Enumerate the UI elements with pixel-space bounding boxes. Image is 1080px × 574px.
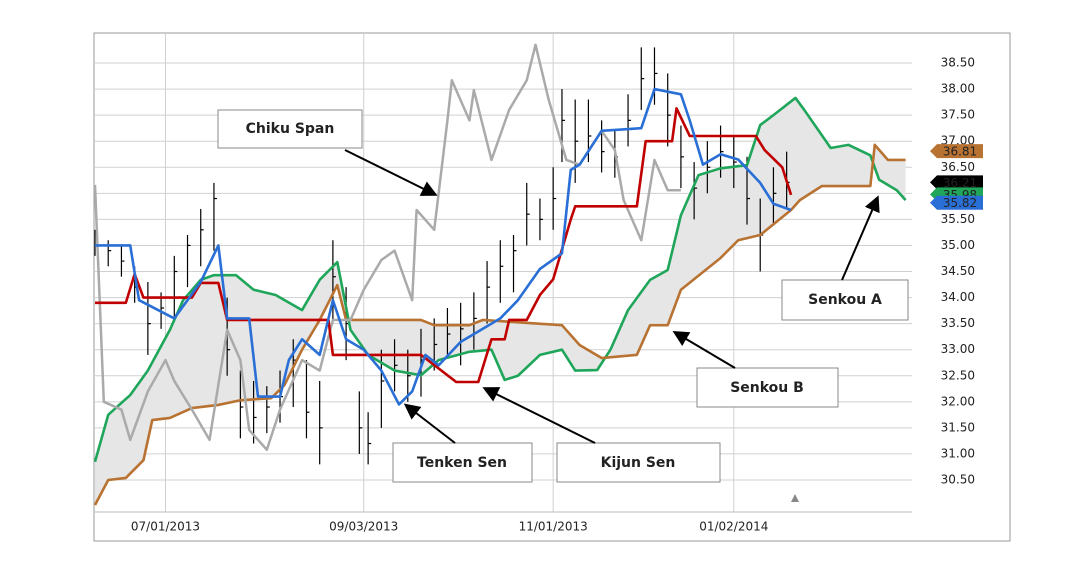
annotation-box <box>781 279 909 321</box>
annotation: Kijun Sen <box>601 455 676 471</box>
annotation-box <box>696 367 839 408</box>
x-tick-label: 09/03/2013 <box>329 520 398 534</box>
annotation-box <box>217 109 363 149</box>
value-flag-label: 36.81 <box>943 145 977 159</box>
scroll-marker <box>791 494 799 502</box>
annotation-box <box>556 442 721 483</box>
value-flag <box>930 195 983 210</box>
annotation: Senkou A <box>808 292 882 308</box>
y-tick-label: 38.00 <box>941 82 975 96</box>
cloud <box>95 97 906 506</box>
arrow <box>344 149 438 196</box>
annotations: Chiku Span Tenken Sen Kijun Sen Senkou B… <box>217 109 983 502</box>
plot-area: 30.50 31.00 31.50 32.00 32.50 33.00 33.50 34.00… <box>93 33 975 534</box>
arrow <box>403 403 456 444</box>
y-tick-label: 32.00 <box>941 394 975 408</box>
y-tick-label: 34.00 <box>941 290 975 304</box>
y-tick-label: 30.50 <box>941 472 975 486</box>
x-tick-label: 11/01/2013 <box>519 520 588 534</box>
y-tick-label: 31.50 <box>941 420 975 434</box>
annotation-box <box>392 442 533 483</box>
y-tick-label: 35.00 <box>941 238 975 252</box>
y-tick-label: 32.50 <box>941 368 975 382</box>
y-tick-label: 37.50 <box>941 108 975 122</box>
annotation: Tenken Sen <box>417 455 507 471</box>
arrow <box>482 387 596 444</box>
y-tick-label: 35.50 <box>941 212 975 226</box>
line <box>95 87 792 406</box>
x-tick-label: 01/02/2014 <box>699 520 768 534</box>
y-tick-label: 34.50 <box>941 264 975 278</box>
value-flag <box>930 175 983 190</box>
line <box>93 143 906 506</box>
y-tick-label: 36.50 <box>941 160 975 174</box>
arrow <box>841 195 880 281</box>
value-flag-label: 35.82 <box>943 196 977 210</box>
arrow <box>672 330 736 369</box>
y-tick-label: 33.00 <box>941 342 975 356</box>
y-tick-label: 33.50 <box>941 316 975 330</box>
annotation: Senkou B <box>730 380 804 396</box>
annotation: Chiku Span <box>246 121 335 137</box>
value-flag <box>930 144 983 159</box>
y-tick-label: 31.00 <box>941 446 975 460</box>
value-flag-label: 36.21 <box>943 176 977 190</box>
x-tick-label: 07/01/2013 <box>131 520 200 534</box>
y-tick-label: 38.50 <box>941 56 975 70</box>
